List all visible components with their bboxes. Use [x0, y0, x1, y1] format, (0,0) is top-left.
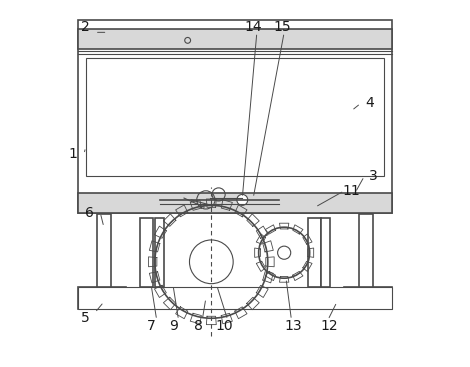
Text: 9: 9 [169, 319, 178, 333]
Bar [155, 218, 164, 287]
Text: 5: 5 [81, 311, 90, 325]
Bar [78, 193, 392, 212]
Text: 10: 10 [215, 319, 233, 333]
Text: 13: 13 [284, 319, 302, 333]
Bar [321, 218, 329, 287]
Text: 8: 8 [194, 319, 203, 333]
Text: 11: 11 [343, 184, 360, 198]
Bar [97, 214, 111, 287]
Bar [78, 19, 392, 212]
Circle shape [237, 195, 248, 206]
Bar [86, 58, 384, 176]
Text: 2: 2 [81, 20, 90, 34]
Text: 14: 14 [244, 20, 262, 34]
Text: 3: 3 [369, 169, 378, 183]
Bar [78, 29, 392, 49]
Text: 15: 15 [274, 20, 291, 34]
Text: 4: 4 [365, 97, 374, 110]
Bar [141, 218, 153, 287]
Text: 12: 12 [321, 319, 338, 333]
Bar [78, 287, 126, 309]
Bar [344, 287, 392, 309]
Text: 6: 6 [85, 206, 94, 219]
Bar [78, 287, 392, 309]
Bar [308, 218, 321, 287]
Text: 7: 7 [147, 319, 156, 333]
Text: 1: 1 [69, 148, 78, 161]
Bar [359, 214, 373, 287]
